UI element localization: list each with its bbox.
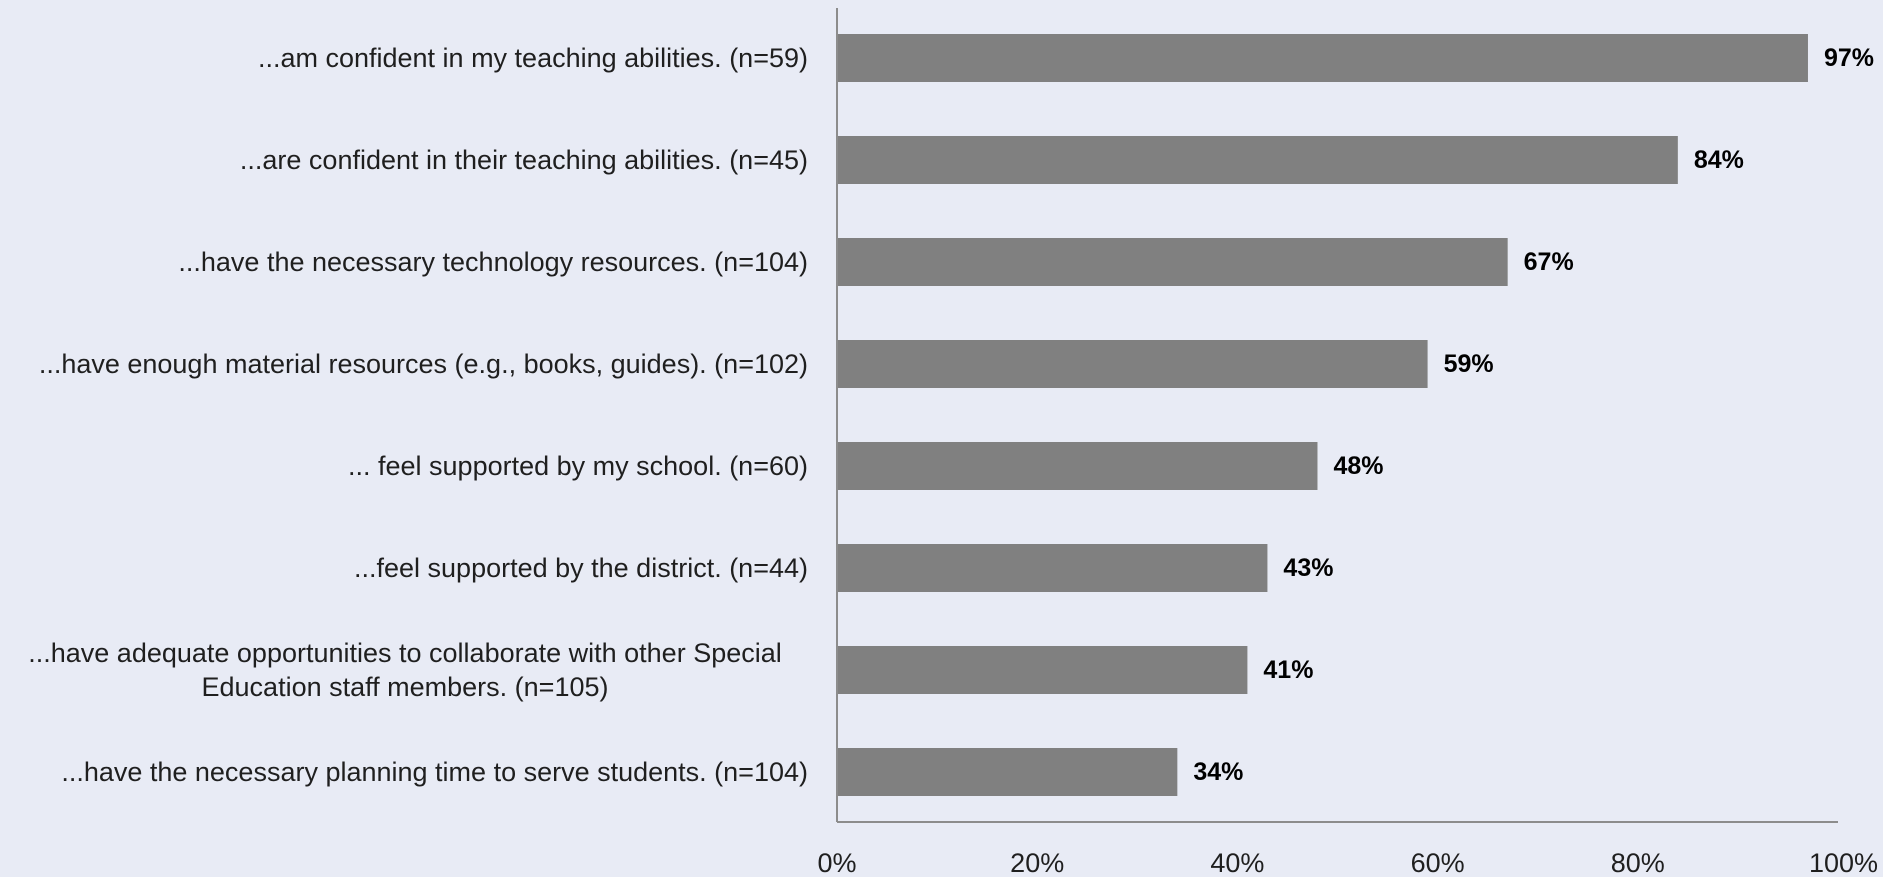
category-label: ...have the necessary planning time to s… — [61, 757, 808, 787]
x-tick-label: 20% — [1010, 848, 1064, 877]
bar-value-label: 67% — [1524, 248, 1574, 276]
bar-value-label: 84% — [1694, 146, 1744, 174]
x-tick-label: 80% — [1611, 848, 1665, 877]
bar-value-label: 97% — [1824, 44, 1874, 72]
category-label: ...feel supported by the district. (n=44… — [354, 553, 808, 583]
bar-4 — [837, 340, 1428, 388]
category-label-line: Education staff members. (n=105) — [202, 672, 609, 702]
x-tick-label: 40% — [1210, 848, 1264, 877]
x-tick-label: 100% — [1809, 848, 1878, 877]
x-tick-label: 60% — [1411, 848, 1465, 877]
bar-8 — [837, 748, 1178, 796]
bar-value-label: 41% — [1263, 656, 1313, 684]
x-tick-label: 0% — [817, 848, 856, 877]
category-label: ...have enough material resources (e.g.,… — [39, 349, 808, 379]
bar-5 — [837, 442, 1318, 490]
bar-1 — [837, 34, 1808, 82]
bar-3 — [837, 238, 1508, 286]
bar-value-label: 43% — [1283, 554, 1333, 582]
bar-value-label: 34% — [1193, 758, 1243, 786]
category-label: ...are confident in their teaching abili… — [240, 145, 808, 175]
category-label: ...have the necessary technology resourc… — [178, 247, 808, 277]
bar-7 — [837, 646, 1248, 694]
category-label: ...am confident in my teaching abilities… — [258, 43, 808, 73]
category-label-line: ...have adequate opportunities to collab… — [28, 638, 782, 668]
bar-2 — [837, 136, 1678, 184]
bar-value-label: 59% — [1444, 350, 1494, 378]
bar-value-label: 48% — [1333, 452, 1383, 480]
category-label: ... feel supported by my school. (n=60) — [348, 451, 808, 481]
bar-6 — [837, 544, 1268, 592]
